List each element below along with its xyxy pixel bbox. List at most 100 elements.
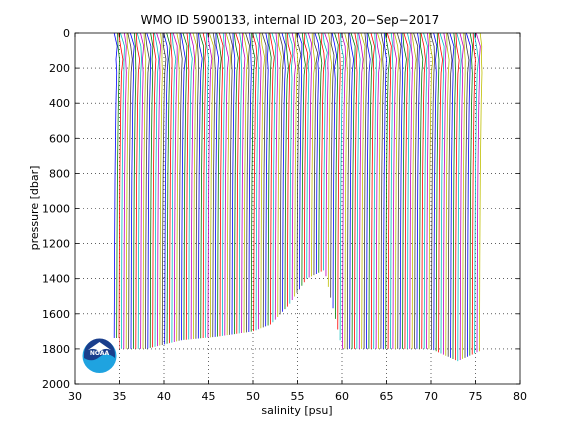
x-tick-label: 55 bbox=[291, 390, 305, 403]
profile-line bbox=[218, 32, 224, 337]
y-tick-label: 1600 bbox=[42, 308, 70, 321]
profile-line bbox=[435, 32, 440, 352]
profile-line bbox=[207, 32, 213, 338]
profile-line bbox=[294, 32, 299, 297]
profile-line bbox=[116, 32, 120, 349]
profile-line bbox=[185, 32, 190, 340]
profile-line bbox=[386, 32, 392, 349]
profile-line bbox=[475, 32, 481, 353]
y-tick-label: 1200 bbox=[42, 238, 70, 251]
profile-line bbox=[396, 32, 402, 349]
profile-line bbox=[297, 32, 303, 290]
profile-line bbox=[301, 32, 306, 286]
profile-line bbox=[195, 32, 199, 339]
profile-line bbox=[286, 32, 292, 307]
profile-line bbox=[330, 32, 335, 298]
profile-line bbox=[420, 32, 426, 349]
profile-line bbox=[416, 32, 420, 349]
profile-line bbox=[231, 32, 236, 335]
x-tick-label: 60 bbox=[335, 390, 349, 403]
plot-area bbox=[74, 32, 521, 385]
ticks-layer bbox=[74, 32, 521, 385]
profile-line bbox=[291, 32, 296, 301]
profile-line bbox=[188, 32, 193, 340]
profile-line bbox=[159, 32, 163, 346]
x-tick-label: 45 bbox=[202, 390, 216, 403]
profile-line bbox=[153, 32, 160, 347]
profile-line bbox=[358, 32, 364, 349]
profile-line bbox=[334, 32, 339, 319]
y-tick-label: 1400 bbox=[42, 273, 70, 286]
profile-line bbox=[433, 32, 438, 351]
profile-line bbox=[459, 32, 464, 361]
profile-line bbox=[439, 32, 445, 354]
profile-line bbox=[399, 32, 404, 349]
profile-line bbox=[346, 32, 351, 349]
profile-line bbox=[350, 32, 356, 349]
y-tick-labels: 0 200 400 600 800 1000 1200 1400 1600 1800 2000 bbox=[42, 27, 70, 391]
profile-line bbox=[125, 32, 131, 349]
profile-line bbox=[118, 32, 124, 349]
profile-line bbox=[180, 32, 186, 341]
profile-line bbox=[176, 32, 180, 342]
profiles-layer bbox=[113, 32, 483, 362]
profile-line bbox=[216, 32, 222, 337]
profile-line bbox=[274, 32, 279, 320]
profile-line bbox=[303, 32, 309, 283]
profile-line bbox=[169, 32, 173, 344]
y-tick-label: 1800 bbox=[42, 343, 70, 356]
profile-line bbox=[318, 32, 323, 273]
profile-line bbox=[281, 32, 286, 312]
y-tick-label: 2000 bbox=[42, 378, 70, 391]
profile-line bbox=[238, 32, 243, 334]
profile-line bbox=[402, 32, 407, 349]
profile-line bbox=[192, 32, 198, 339]
profile-line bbox=[311, 32, 316, 277]
profile-line bbox=[242, 32, 249, 333]
profile-line bbox=[375, 32, 381, 349]
profile-line bbox=[142, 32, 147, 349]
profile-line bbox=[452, 32, 456, 360]
profile-line bbox=[437, 32, 443, 353]
profile-line bbox=[337, 32, 341, 330]
profile-line bbox=[129, 32, 135, 349]
profile-line bbox=[344, 32, 349, 349]
profile-line bbox=[354, 32, 358, 349]
profile-line bbox=[269, 32, 275, 325]
profile-line bbox=[135, 32, 141, 349]
profile-line bbox=[255, 32, 260, 331]
profile-line bbox=[349, 32, 355, 349]
logo-text: NOAA bbox=[90, 350, 110, 357]
profile-line bbox=[288, 32, 294, 304]
profile-line bbox=[225, 32, 231, 336]
profile-line bbox=[464, 32, 470, 358]
profile-line bbox=[140, 32, 145, 349]
profile-line bbox=[320, 32, 325, 272]
profile-line bbox=[305, 32, 311, 279]
profile-line bbox=[132, 32, 137, 349]
profile-line bbox=[245, 32, 250, 333]
profile-line bbox=[205, 32, 209, 338]
profile-line bbox=[314, 32, 320, 274]
profile-line bbox=[146, 32, 152, 349]
profile-line bbox=[384, 32, 390, 349]
profile-line bbox=[123, 32, 127, 349]
profile-line bbox=[366, 32, 371, 349]
y-axis-label: pressure [dbar] bbox=[28, 166, 41, 251]
y-tick-label: 1000 bbox=[42, 203, 70, 216]
profile-line bbox=[418, 32, 424, 349]
profile-line bbox=[403, 32, 409, 349]
x-tick-label: 35 bbox=[113, 390, 127, 403]
profile-line bbox=[171, 32, 177, 343]
profile-line bbox=[163, 32, 169, 345]
profile-line bbox=[199, 32, 205, 339]
profile-line bbox=[178, 32, 183, 341]
profile-line bbox=[382, 32, 387, 349]
profile-line bbox=[313, 32, 319, 276]
profile-line bbox=[428, 32, 434, 349]
profile-line bbox=[442, 32, 447, 355]
profile-line bbox=[390, 32, 394, 349]
profile-line bbox=[324, 32, 329, 277]
profile-line bbox=[339, 32, 345, 341]
profile-line bbox=[161, 32, 167, 345]
